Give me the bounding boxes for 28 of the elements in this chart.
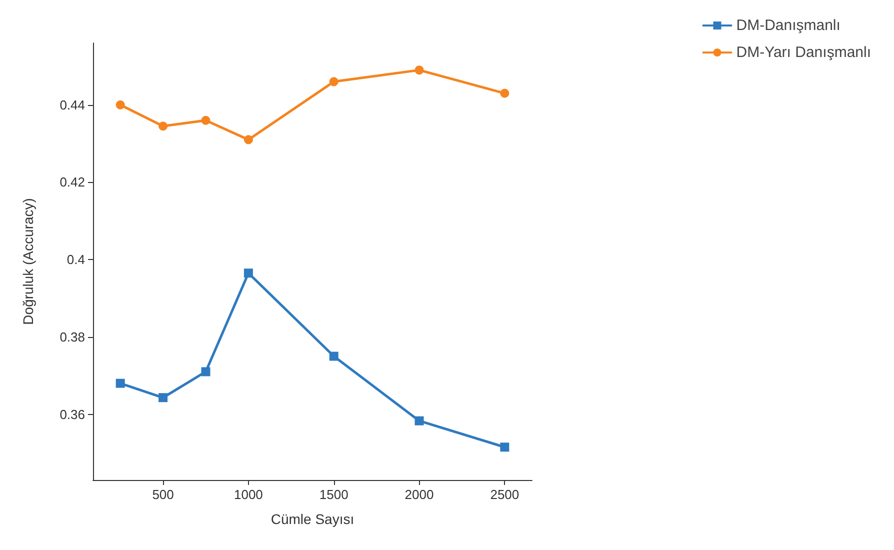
x-tick-label: 1500 bbox=[319, 487, 348, 502]
y-tick-label: 0.36 bbox=[60, 406, 85, 422]
point bbox=[329, 77, 338, 86]
point bbox=[414, 416, 424, 426]
point bbox=[500, 442, 510, 452]
point bbox=[158, 122, 168, 131]
y-tick-label: 0.38 bbox=[60, 329, 85, 344]
y-tick-label: 0.42 bbox=[60, 174, 85, 190]
y-axis-title: Doğruluk (Accuracy) bbox=[20, 198, 36, 325]
point bbox=[244, 135, 253, 144]
point bbox=[329, 352, 338, 361]
legend-label: DM-Danışmanlı bbox=[736, 17, 840, 34]
x-tick-label: 500 bbox=[152, 487, 174, 502]
y-tick-label: 0.44 bbox=[60, 97, 85, 112]
legend-label: DM-Yarı Danışmanlı bbox=[736, 44, 872, 61]
point bbox=[244, 268, 253, 278]
point bbox=[116, 378, 125, 388]
point bbox=[414, 66, 424, 75]
y-tick-label: 0.4 bbox=[66, 252, 85, 268]
x-tick-label: 1000 bbox=[234, 487, 263, 502]
point bbox=[500, 88, 510, 98]
point bbox=[116, 100, 125, 110]
x-tick-label: 2000 bbox=[404, 487, 434, 502]
x-tick-label: 2500 bbox=[490, 487, 520, 502]
point bbox=[201, 367, 210, 376]
x-axis-title: Cümle Sayısı bbox=[270, 511, 354, 527]
point bbox=[158, 393, 168, 402]
point bbox=[201, 116, 210, 125]
